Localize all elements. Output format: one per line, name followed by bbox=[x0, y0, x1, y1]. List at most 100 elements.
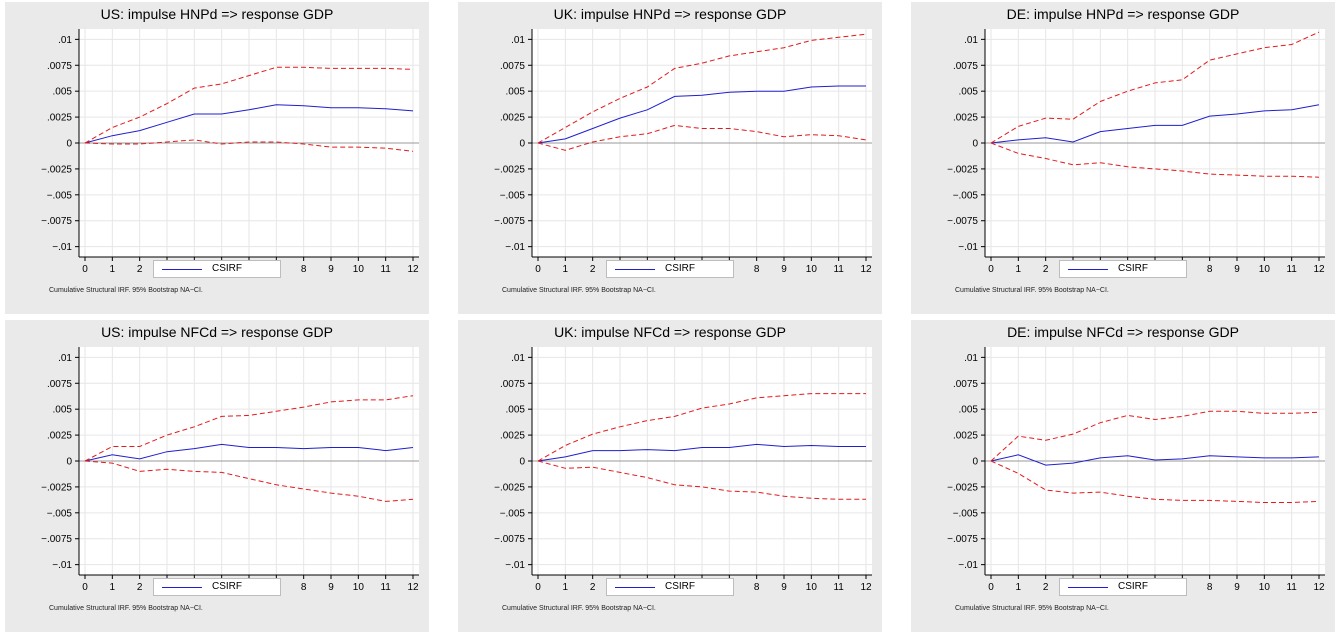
y-tick-label: 0 bbox=[972, 457, 978, 468]
x-tick-label: 11 bbox=[380, 264, 391, 275]
x-tick-label: 10 bbox=[353, 264, 365, 275]
x-tick-label: 8 bbox=[301, 582, 307, 593]
x-tick-label: 10 bbox=[806, 264, 818, 275]
panel-title: DE: impulse HNPd => response GDP bbox=[1006, 6, 1240, 22]
y-tick-label: .005 bbox=[506, 405, 526, 416]
panel-title: UK: impulse NFCd => response GDP bbox=[554, 324, 786, 340]
panel-title: US: impulse HNPd => response GDP bbox=[100, 6, 334, 22]
x-tick-label: 8 bbox=[754, 582, 760, 593]
x-tick-label: 9 bbox=[328, 264, 334, 275]
legend-line-swatch bbox=[162, 587, 202, 588]
x-tick-label: 10 bbox=[1259, 582, 1271, 593]
y-tick-label: −.0075 bbox=[41, 534, 72, 545]
irf-plot: .01 .0075 .005 .0025 0 −.0025 −.005 −.0075 −.01 0… bbox=[494, 347, 872, 593]
y-tick-label: 0 bbox=[519, 457, 525, 468]
y-tick-label: −.01 bbox=[505, 560, 525, 571]
y-tick-label: −.01 bbox=[958, 242, 978, 253]
ci-lower-line bbox=[990, 460, 1320, 503]
x-tick-label: 9 bbox=[328, 582, 334, 593]
y-tick-label: .01 bbox=[964, 35, 978, 46]
x-tick-label: 12 bbox=[1313, 264, 1325, 275]
legend: CSIRF bbox=[153, 578, 281, 596]
ci-upper-line bbox=[84, 395, 414, 462]
ci-upper-line bbox=[84, 66, 414, 144]
y-tick-label: −.0025 bbox=[41, 164, 72, 175]
x-tick-label: 12 bbox=[860, 582, 872, 593]
y-tick-label: .0075 bbox=[953, 379, 978, 390]
x-tick-label: 9 bbox=[781, 582, 787, 593]
legend-line-swatch bbox=[1068, 587, 1108, 588]
y-tick-label: −.005 bbox=[47, 190, 73, 201]
y-tick-label: .0075 bbox=[47, 379, 72, 390]
x-tick-label: 1 bbox=[563, 264, 569, 275]
ci-lower-line bbox=[84, 139, 414, 152]
csirf-series-line bbox=[84, 104, 414, 144]
y-tick-label: .0075 bbox=[953, 61, 978, 72]
y-tick-label: .0025 bbox=[47, 431, 72, 442]
y-tick-label: −.0025 bbox=[947, 482, 978, 493]
y-tick-label: −.0075 bbox=[494, 534, 525, 545]
y-tick-label: .01 bbox=[964, 353, 978, 364]
y-tick-label: .0025 bbox=[500, 113, 525, 124]
x-tick-label: 8 bbox=[754, 264, 760, 275]
y-tick-label: −.01 bbox=[52, 560, 72, 571]
y-tick-label: 0 bbox=[66, 457, 72, 468]
footnote: Cumulative Structural IRF. 95% Bootstrap… bbox=[955, 605, 1109, 612]
x-tick-label: 2 bbox=[590, 264, 596, 275]
x-tick-label: 1 bbox=[110, 582, 116, 593]
csirf-series-line bbox=[84, 443, 414, 462]
x-tick-label: 0 bbox=[988, 264, 994, 275]
ci-upper-line bbox=[537, 393, 866, 462]
legend-line-swatch bbox=[615, 587, 655, 588]
y-tick-label: −.0075 bbox=[41, 216, 72, 227]
legend-label: CSIRF bbox=[1118, 263, 1148, 274]
legend-line-swatch bbox=[1068, 269, 1108, 270]
panel-title: US: impulse NFCd => response GDP bbox=[101, 324, 333, 340]
y-tick-label: .005 bbox=[53, 405, 73, 416]
y-tick-label: .01 bbox=[58, 35, 72, 46]
legend: CSIRF bbox=[153, 260, 281, 278]
x-tick-label: 9 bbox=[1234, 264, 1240, 275]
x-tick-label: 9 bbox=[781, 264, 787, 275]
irf-plot: .01 .0075 .005 .0025 0 −.0025 −.005 −.0075 −.01 0… bbox=[41, 29, 419, 275]
legend: CSIRF bbox=[606, 260, 734, 278]
y-tick-label: .01 bbox=[511, 353, 525, 364]
x-tick-label: 2 bbox=[1043, 582, 1049, 593]
ci-lower-line bbox=[537, 124, 867, 151]
y-tick-label: −.005 bbox=[500, 190, 526, 201]
legend-label: CSIRF bbox=[665, 263, 695, 274]
irf-panel: .01 .0075 .005 .0025 0 −.0025 −.005 −.0075 −.01 0… bbox=[5, 320, 429, 632]
ci-lower-line bbox=[84, 460, 414, 502]
legend-line-swatch bbox=[162, 269, 202, 270]
irf-panel: .01 .0075 .005 .0025 0 −.0025 −.005 −.0075 −.01 0… bbox=[458, 320, 882, 632]
panel-title: DE: impulse NFCd => response GDP bbox=[1007, 324, 1239, 340]
csirf-series-line bbox=[990, 454, 1320, 466]
x-tick-label: 1 bbox=[1016, 264, 1022, 275]
y-tick-label: .0025 bbox=[953, 431, 978, 442]
y-tick-label: −.0075 bbox=[947, 534, 978, 545]
y-tick-label: .005 bbox=[959, 405, 979, 416]
x-tick-label: 11 bbox=[833, 264, 844, 275]
y-tick-label: 0 bbox=[66, 139, 72, 150]
x-tick-label: 12 bbox=[407, 582, 419, 593]
legend: CSIRF bbox=[1059, 260, 1187, 278]
irf-plot: .01 .0075 .005 .0025 0 −.0025 −.005 −.0075 −.01 0… bbox=[494, 29, 872, 275]
x-tick-label: 0 bbox=[82, 582, 88, 593]
csirf-series-line bbox=[537, 443, 866, 462]
x-tick-label: 1 bbox=[1016, 582, 1022, 593]
legend-label: CSIRF bbox=[665, 581, 695, 592]
y-tick-label: −.01 bbox=[52, 242, 72, 253]
y-tick-label: .005 bbox=[506, 87, 526, 98]
x-tick-label: 0 bbox=[535, 264, 541, 275]
y-tick-label: −.0075 bbox=[494, 216, 525, 227]
x-tick-label: 11 bbox=[1286, 582, 1297, 593]
x-tick-label: 0 bbox=[82, 264, 88, 275]
irf-plot: .01 .0075 .005 .0025 0 −.0025 −.005 −.0075 −.01 0… bbox=[947, 29, 1325, 275]
irf-panel: .01 .0075 .005 .0025 0 −.0025 −.005 −.0075 −.01 0… bbox=[911, 2, 1335, 314]
x-tick-label: 0 bbox=[535, 582, 541, 593]
irf-plot: .01 .0075 .005 .0025 0 −.0025 −.005 −.0075 −.01 0… bbox=[947, 347, 1325, 593]
irf-panel: .01 .0075 .005 .0025 0 −.0025 −.005 −.0075 −.01 0… bbox=[911, 320, 1335, 632]
y-tick-label: 0 bbox=[519, 139, 525, 150]
x-tick-label: 11 bbox=[833, 582, 844, 593]
y-tick-label: −.005 bbox=[953, 190, 979, 201]
